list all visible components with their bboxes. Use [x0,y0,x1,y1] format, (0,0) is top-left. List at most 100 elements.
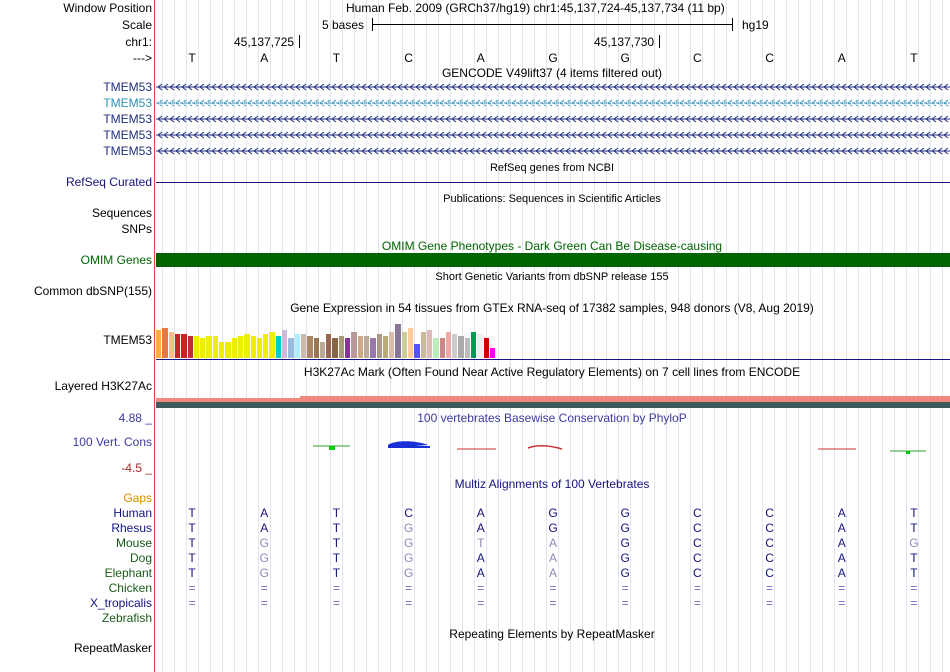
gencode-gene-model[interactable] [156,129,950,141]
gtex-tissue-bar[interactable] [256,338,263,358]
gridline [630,0,631,672]
gtex-tissue-bar[interactable] [187,336,193,358]
gtex-tissue-bar[interactable] [300,334,307,358]
gtex-tissue-bar[interactable] [420,332,426,358]
gtex-tissue-bar[interactable] [433,338,439,358]
gtex-tissue-bar[interactable] [294,334,300,358]
h3k27ac-signal-base[interactable] [156,402,950,408]
gencode-gene-model[interactable] [156,113,950,125]
h3k27ac-signal-left[interactable] [156,398,300,402]
gtex-tissue-bar[interactable] [445,332,452,358]
gtex-tissue-bar[interactable] [338,336,345,358]
gtex-tissue-bar[interactable] [483,338,489,358]
gtex-tissue-bar[interactable] [351,332,357,358]
layered-h3k27ac-label[interactable]: Layered H3K27Ac [54,379,152,393]
gtex-tissue-bar[interactable] [269,332,275,358]
gtex-tissue-bar[interactable] [471,332,477,358]
gtex-tissue-bar[interactable] [282,330,288,358]
gtex-tissue-bar[interactable] [206,336,212,358]
gtex-tissue-bar[interactable] [263,334,269,358]
gtex-tissue-bar[interactable] [477,334,483,358]
gtex-tissue-bar[interactable] [219,342,225,358]
gtex-tissue-bar[interactable] [307,336,313,358]
gridline [930,0,931,672]
multiz-track-title[interactable]: Multiz Alignments of 100 Vertebrates [454,477,650,491]
gtex-tissue-bar[interactable] [200,338,206,358]
gtex-tissue-bar[interactable] [464,338,471,358]
refseq-track-title[interactable]: RefSeq genes from NCBI [489,162,615,174]
gencode-gene-label-3[interactable]: TMEM53 [103,112,152,126]
gtex-tissue-bar[interactable] [162,328,168,358]
gtex-tissue-bar[interactable] [439,338,445,358]
gtex-tissue-bar[interactable] [237,336,244,358]
reference-base: T [910,51,918,65]
gencode-gene-model[interactable] [156,145,950,157]
sequences-label[interactable]: Sequences [91,206,152,220]
omim-genes-label[interactable]: OMIM Genes [80,253,152,267]
phylop-conservation-plot[interactable] [156,430,950,470]
species-label-elephant: Elephant [104,566,152,580]
phylop-track-title[interactable]: 100 vertebrates Basewise Conservation by… [417,411,687,425]
gtex-tissue-bar[interactable] [313,338,319,358]
gtex-tissue-bar[interactable] [156,330,162,358]
gtex-tissue-bar[interactable] [231,338,237,358]
gencode-track-title[interactable]: GENCODE V49lift37 (4 items filtered out) [441,66,663,80]
gencode-gene-label-2[interactable]: TMEM53 [103,96,152,110]
omim-gene-bar[interactable] [156,253,950,267]
gtex-tissue-bar[interactable] [401,332,408,358]
alignment-base: C [404,506,413,520]
gtex-tissue-bar[interactable] [275,336,282,358]
h3k27ac-track-title[interactable]: H3K27Ac Mark (Often Found Near Active Re… [303,365,801,379]
gtex-tissue-bar[interactable] [414,344,420,358]
common-dbsnp-label[interactable]: Common dbSNP(155) [33,284,152,298]
gtex-gene-label[interactable]: TMEM53 [103,333,152,347]
gtex-tissue-bar[interactable] [426,330,433,358]
gtex-tissue-bar[interactable] [332,338,338,358]
gtex-tissue-bar[interactable] [193,336,200,358]
gencode-gene-model[interactable] [156,81,950,93]
gtex-tissue-bar[interactable] [382,336,389,358]
gtex-tissue-bar[interactable] [225,342,231,358]
gtex-tissue-bar[interactable] [181,334,187,358]
repeatmasker-label[interactable]: RepeatMasker [73,641,152,655]
gtex-tissue-bar[interactable] [212,336,219,358]
h3k27ac-signal-right[interactable] [300,396,950,402]
gtex-tissue-bar[interactable] [250,336,256,358]
gtex-tissue-bar[interactable] [458,336,464,358]
gtex-tissue-bar[interactable] [244,334,250,358]
gtex-expression-bars[interactable] [156,318,536,358]
gtex-tissue-bar[interactable] [345,338,351,358]
gridline [690,0,691,672]
gtex-tissue-bar[interactable] [389,332,395,358]
conservation-label[interactable]: 100 Vert. Cons [72,435,152,449]
gtex-tissue-bar[interactable] [174,334,181,358]
refseq-gene-line[interactable] [156,182,950,183]
track-image-area[interactable]: Human Feb. 2009 (GRCh37/hg19) chr1:45,13… [156,0,950,672]
gtex-tissue-bar[interactable] [357,336,363,358]
gtex-tissue-bar[interactable] [326,334,332,358]
repeatmasker-track-title[interactable]: Repeating Elements by RepeatMasker [449,627,655,641]
refseq-curated-label[interactable]: RefSeq Curated [65,175,152,189]
gtex-track-title[interactable]: Gene Expression in 54 tissues from GTEx … [290,301,814,315]
conservation-max-label: 4.88 _ [118,411,152,425]
gtex-tissue-bar[interactable] [168,332,174,358]
gtex-tissue-bar[interactable] [452,334,458,358]
publications-track-title[interactable]: Publications: Sequences in Scientific Ar… [443,193,661,205]
gtex-tissue-bar[interactable] [288,338,294,358]
gtex-tissue-bar[interactable] [363,336,370,358]
gtex-tissue-bar[interactable] [395,324,401,358]
gtex-tissue-bar[interactable] [319,342,326,358]
gridline [666,0,667,672]
gencode-gene-label-4[interactable]: TMEM53 [103,128,152,142]
gridline [894,0,895,672]
gencode-gene-model[interactable] [156,97,950,109]
gtex-tissue-bar[interactable] [489,348,496,358]
omim-track-title[interactable]: OMIM Gene Phenotypes - Dark Green Can Be… [381,239,723,253]
gtex-tissue-bar[interactable] [370,338,376,358]
gencode-gene-label-5[interactable]: TMEM53 [103,144,152,158]
gtex-tissue-bar[interactable] [408,328,414,358]
snps-label[interactable]: SNPs [121,222,152,236]
dbsnp-track-title[interactable]: Short Genetic Variants from dbSNP releas… [435,271,669,283]
gtex-tissue-bar[interactable] [376,334,382,358]
gencode-gene-label-1[interactable]: TMEM53 [103,80,152,94]
